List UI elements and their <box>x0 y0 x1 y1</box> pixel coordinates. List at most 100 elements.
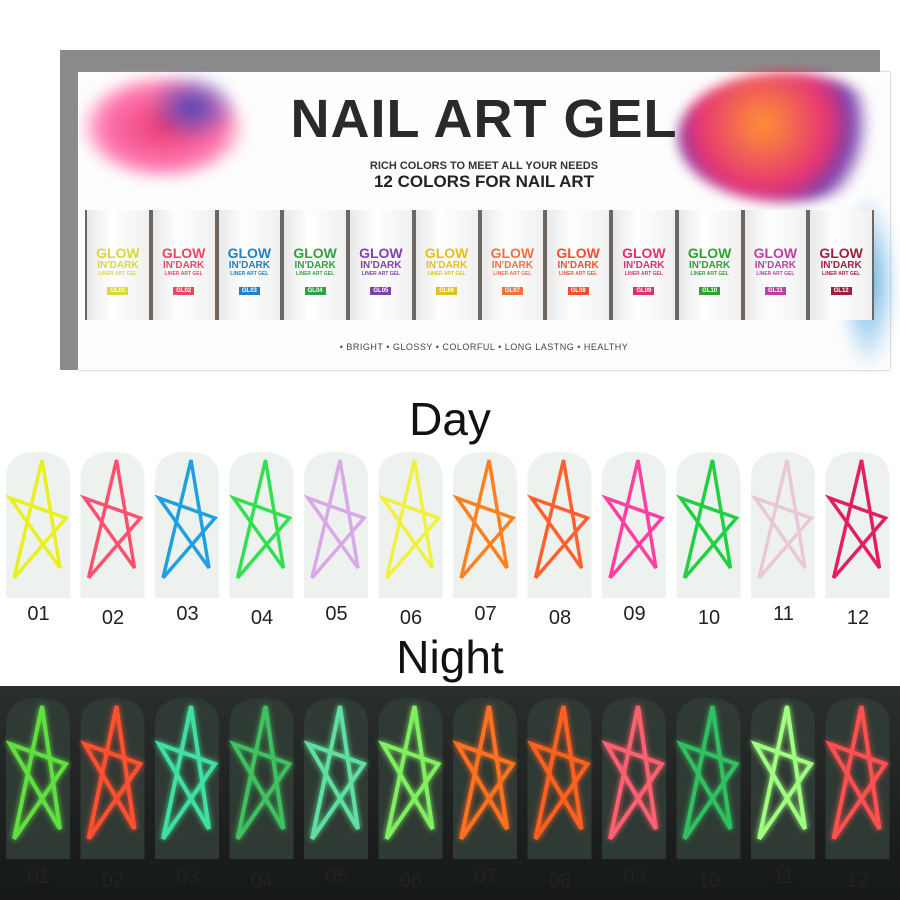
nail-number: 03 <box>176 603 199 625</box>
nail-number: 01 <box>27 866 50 888</box>
bottle: GLOW IN'DARK LINER ART GEL GL08 <box>547 210 609 320</box>
bottle-code: GL01 <box>107 287 129 295</box>
day-label: Day <box>409 393 491 445</box>
bottle-dark: IN'DARK <box>294 260 336 271</box>
bottle-liner: LINER ART GEL <box>230 271 269 277</box>
bottle: GLOW IN'DARK LINER ART GEL GL05 <box>350 210 412 320</box>
bottle-code: GL07 <box>501 287 523 295</box>
bottle-glow: GLOW <box>359 245 403 261</box>
nail-line-art <box>79 459 144 580</box>
nail-line-art <box>377 459 442 580</box>
nail-number: 01 <box>27 603 50 625</box>
bottle-liner: LINER ART GEL <box>164 271 203 277</box>
nail-number: 02 <box>101 870 125 892</box>
nail-line-art <box>675 459 740 580</box>
nail-number: 08 <box>548 607 572 629</box>
nail <box>824 698 890 859</box>
bottle-code: GL12 <box>830 287 852 295</box>
bottle-glow: GLOW <box>227 245 272 261</box>
bottle-glow: GLOW <box>622 245 666 261</box>
night-nails <box>5 698 890 859</box>
nail-line-art <box>377 705 442 841</box>
nail-number: 12 <box>846 870 870 892</box>
nail <box>154 698 219 859</box>
bottle-liner: LINER ART GEL <box>296 271 335 277</box>
nail <box>303 452 368 598</box>
bottle-dark: IN'DARK <box>425 260 468 271</box>
bottle-code: GL03 <box>238 287 260 295</box>
bottle-dark: IN'DARK <box>360 260 402 271</box>
night-numbers: 01 02 03 04 05 06 07 08 09 10 11 12 <box>0 866 900 896</box>
nail-number: 09 <box>623 866 646 888</box>
nail <box>452 452 517 598</box>
nail <box>79 698 145 859</box>
nail <box>154 452 219 598</box>
bottle-code: GL06 <box>436 287 458 295</box>
nail-number: 07 <box>474 866 497 888</box>
bottle-liner: LINER ART GEL <box>822 271 861 277</box>
bottle-dark: IN'DARK <box>162 260 205 271</box>
nail-line-art <box>452 459 516 580</box>
bottle-code: GL02 <box>173 287 195 295</box>
night-label: Night <box>396 631 504 683</box>
day-nails <box>5 452 890 598</box>
nail-number: 04 <box>250 870 274 892</box>
bottle: GLOW IN'DARK LINER ART GEL GL11 <box>744 210 807 320</box>
nail-line-art <box>526 459 591 580</box>
nail-line-art <box>750 459 814 580</box>
nail-number: 10 <box>697 870 721 892</box>
bottle-code: GL11 <box>765 287 786 295</box>
nail <box>303 698 368 859</box>
bottle-dark: IN'DARK <box>228 260 270 271</box>
bottle-dark: IN'DARK <box>623 260 665 271</box>
nail-line-art <box>228 459 293 580</box>
bottle-dark: IN'DARK <box>491 260 533 271</box>
bottle-glow: GLOW <box>819 245 863 261</box>
nail-line-art <box>601 459 665 580</box>
nail-number: 03 <box>176 866 199 888</box>
bottle-dark: IN'DARK <box>557 260 599 271</box>
nail-number: 10 <box>697 607 721 629</box>
nail-number: 08 <box>548 870 572 892</box>
nail-number: 04 <box>250 607 274 629</box>
bottle-glow: GLOW <box>490 245 535 261</box>
bottle: GLOW IN'DARK LINER ART GEL GL02 <box>152 210 215 320</box>
nail <box>79 452 145 598</box>
bottle-glow: GLOW <box>556 245 600 261</box>
nail-line-art <box>154 705 219 841</box>
nail-line-art <box>154 459 218 580</box>
day-numbers: 01 02 03 04 05 06 07 08 09 10 11 12 <box>0 603 900 633</box>
nail-line-art <box>601 705 666 841</box>
night-background <box>0 686 900 900</box>
nail-line-art <box>824 705 889 841</box>
nail <box>824 452 890 598</box>
bottle-glow: GLOW <box>161 245 206 261</box>
nail-line-art <box>5 459 69 580</box>
bottle-glow: GLOW <box>293 245 337 261</box>
nail-line-art <box>5 705 70 841</box>
bottle-liner: LINER ART GEL <box>690 271 729 277</box>
bottle-dark: IN'DARK <box>754 260 796 271</box>
bottle-liner: LINER ART GEL <box>559 271 598 277</box>
nail-line-art <box>228 705 293 841</box>
box-features: • BRIGHT • GLOSSY • COLORFUL • LONG LAST… <box>339 342 629 352</box>
bottle-dark: IN'DARK <box>820 260 862 271</box>
bottle-code: GL10 <box>699 287 721 295</box>
bottle-liner: LINER ART GEL <box>624 271 663 277</box>
bottle: GLOW IN'DARK LINER ART GEL GL06 <box>415 210 478 320</box>
nail-line-art <box>79 705 144 841</box>
nail <box>750 698 815 859</box>
nail <box>377 452 443 598</box>
bottle-code: GL09 <box>633 287 655 295</box>
nail <box>377 698 443 859</box>
nail-number: 06 <box>399 607 423 629</box>
bottle-code: GL04 <box>304 287 326 295</box>
bottle: GLOW IN'DARK LINER ART GEL GL04 <box>284 210 346 320</box>
nail <box>675 452 741 598</box>
nail <box>228 698 294 859</box>
nail-number: 09 <box>623 603 646 625</box>
box-subtitle-2: 12 COLORS FOR NAIL ART <box>373 172 595 191</box>
bottle: GLOW IN'DARK LINER ART GEL GL09 <box>613 210 675 320</box>
nail <box>675 698 741 859</box>
bottle: GLOW IN'DARK LINER ART GEL GL10 <box>678 210 741 320</box>
